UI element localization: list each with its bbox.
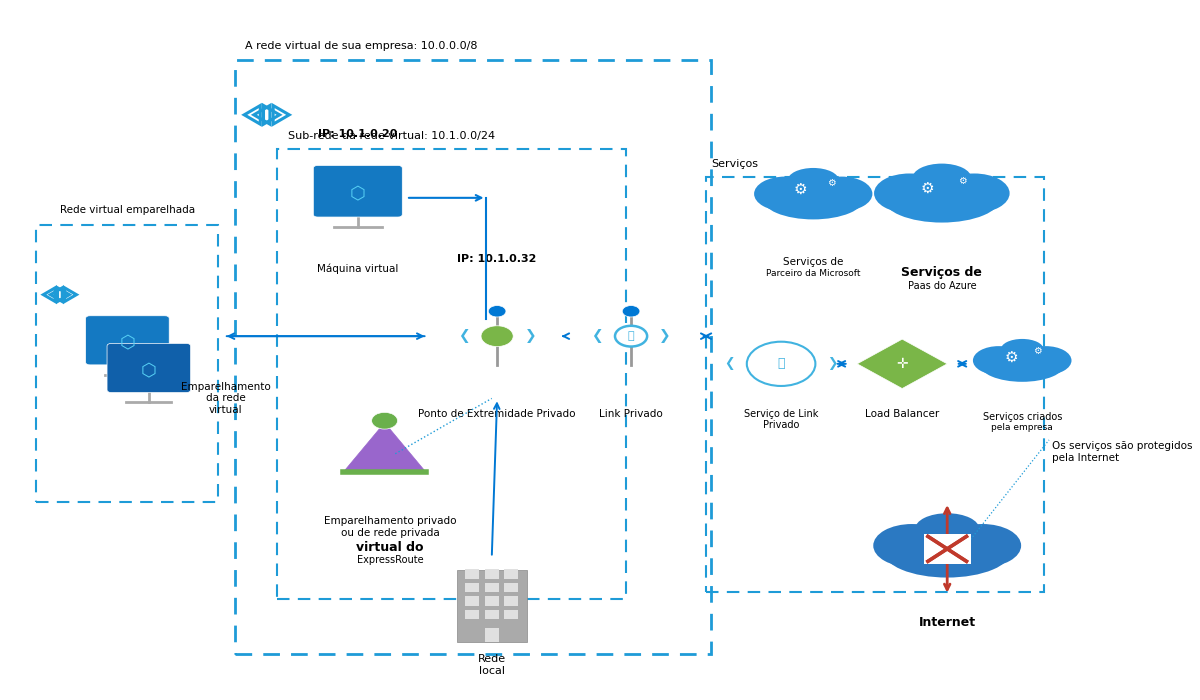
FancyBboxPatch shape <box>85 316 169 365</box>
Text: ❮: ❮ <box>592 329 604 343</box>
Text: ⚙: ⚙ <box>827 178 835 188</box>
Text: IP: 10.1.0.32: IP: 10.1.0.32 <box>457 253 536 263</box>
Text: 🔗: 🔗 <box>628 331 635 341</box>
Ellipse shape <box>883 173 1001 223</box>
FancyBboxPatch shape <box>485 610 499 620</box>
Text: ❮: ❮ <box>457 329 469 343</box>
Text: Ponto de Extremidade Privado: Ponto de Extremidade Privado <box>419 409 576 419</box>
Ellipse shape <box>811 176 872 211</box>
Text: ❯: ❯ <box>659 329 671 343</box>
Bar <box>36 225 218 502</box>
Text: 🔗: 🔗 <box>778 357 785 370</box>
FancyBboxPatch shape <box>107 344 191 393</box>
FancyBboxPatch shape <box>466 596 479 606</box>
Ellipse shape <box>883 524 1012 578</box>
Bar <box>706 177 1044 592</box>
Text: Emparelhamento privado: Emparelhamento privado <box>324 516 456 526</box>
Text: ⚙: ⚙ <box>958 176 967 186</box>
Text: A rede virtual de sua empresa: 10.0.0.0/8: A rede virtual de sua empresa: 10.0.0.0/… <box>245 41 478 51</box>
Bar <box>234 60 712 655</box>
Ellipse shape <box>874 174 944 213</box>
Text: ❯: ❯ <box>526 329 536 343</box>
Text: Rede virtual emparelhada: Rede virtual emparelhada <box>60 205 194 215</box>
Ellipse shape <box>973 346 1025 375</box>
Text: ✛: ✛ <box>896 357 908 371</box>
Text: ExpressRoute: ExpressRoute <box>356 554 424 565</box>
FancyBboxPatch shape <box>466 569 479 579</box>
Ellipse shape <box>938 174 1009 213</box>
Text: ⚙: ⚙ <box>1004 349 1019 365</box>
Ellipse shape <box>787 168 839 193</box>
Circle shape <box>614 326 647 346</box>
Text: Serviços criados: Serviços criados <box>983 412 1062 422</box>
FancyBboxPatch shape <box>485 583 499 592</box>
Text: Rede
local: Rede local <box>478 654 506 676</box>
Ellipse shape <box>754 176 816 211</box>
Ellipse shape <box>979 346 1066 382</box>
Text: ou de rede privada: ou de rede privada <box>341 528 439 538</box>
Text: Parceiro da Microsoft: Parceiro da Microsoft <box>766 269 860 278</box>
FancyBboxPatch shape <box>485 569 499 579</box>
Text: Máquina virtual: Máquina virtual <box>317 263 398 274</box>
Text: ⚙: ⚙ <box>920 181 934 196</box>
Text: ⚙: ⚙ <box>1033 346 1042 356</box>
Ellipse shape <box>1020 346 1072 375</box>
Polygon shape <box>343 423 426 472</box>
Circle shape <box>488 306 506 317</box>
Text: Serviço de Link
Privado: Serviço de Link Privado <box>744 409 818 430</box>
Ellipse shape <box>762 176 865 219</box>
Text: Paas do Azure: Paas do Azure <box>907 281 976 290</box>
Text: Serviços: Serviços <box>712 159 758 169</box>
FancyBboxPatch shape <box>466 583 479 592</box>
Ellipse shape <box>944 524 1021 567</box>
Text: Link Privado: Link Privado <box>599 409 662 419</box>
Ellipse shape <box>916 513 979 545</box>
Circle shape <box>372 412 397 429</box>
Polygon shape <box>857 339 947 389</box>
Text: Serviços de: Serviços de <box>784 257 844 267</box>
Ellipse shape <box>874 524 950 567</box>
Ellipse shape <box>1001 339 1044 360</box>
Text: ⬡: ⬡ <box>140 362 157 380</box>
Text: Internet: Internet <box>919 616 976 629</box>
FancyBboxPatch shape <box>504 569 518 579</box>
FancyBboxPatch shape <box>504 610 518 620</box>
FancyBboxPatch shape <box>924 533 971 564</box>
Text: ⬡: ⬡ <box>120 335 136 352</box>
Circle shape <box>746 342 815 386</box>
Bar <box>277 149 625 599</box>
FancyBboxPatch shape <box>504 583 518 592</box>
Text: ❮: ❮ <box>725 357 734 370</box>
Text: Os serviços são protegidos
pela Internet: Os serviços são protegidos pela Internet <box>1052 441 1193 463</box>
Text: Emparelhamento
da rede
virtual: Emparelhamento da rede virtual <box>181 382 271 415</box>
Circle shape <box>481 326 514 346</box>
Text: Serviços de: Serviços de <box>901 265 983 279</box>
Text: ⚙: ⚙ <box>793 182 808 197</box>
Text: virtual do: virtual do <box>356 541 424 554</box>
Text: ⬡: ⬡ <box>350 186 366 204</box>
FancyBboxPatch shape <box>485 596 499 606</box>
Circle shape <box>623 306 640 317</box>
Text: pela empresa: pela empresa <box>991 424 1054 433</box>
FancyBboxPatch shape <box>457 570 527 642</box>
Text: ❯: ❯ <box>827 357 838 370</box>
FancyBboxPatch shape <box>313 165 402 217</box>
FancyBboxPatch shape <box>485 629 499 642</box>
Text: IP: 10.1.0.20: IP: 10.1.0.20 <box>318 129 397 139</box>
FancyBboxPatch shape <box>466 610 479 620</box>
Text: Load Balancer: Load Balancer <box>865 409 940 419</box>
Text: Sub-rede da rede virtual: 10.1.0.0/24: Sub-rede da rede virtual: 10.1.0.0/24 <box>288 131 496 141</box>
FancyBboxPatch shape <box>504 596 518 606</box>
Ellipse shape <box>912 164 971 193</box>
